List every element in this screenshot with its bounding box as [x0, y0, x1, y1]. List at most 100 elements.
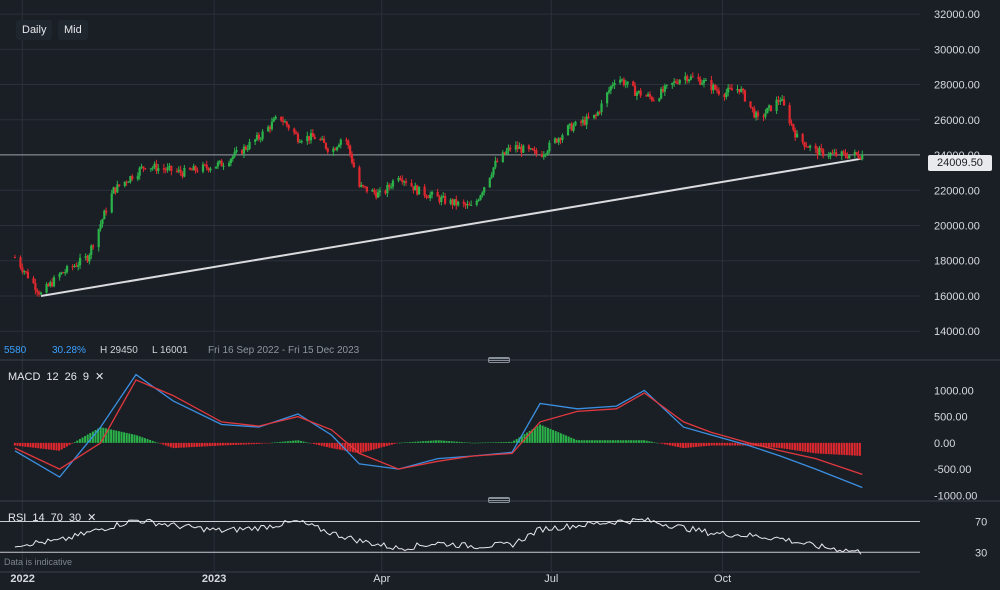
macd-histogram-bar [645, 440, 648, 443]
candle-up [78, 257, 82, 266]
macd-histogram-bar [429, 440, 432, 443]
close-icon[interactable]: ✕ [87, 512, 97, 524]
macd-histogram-bar [442, 440, 445, 443]
macd-histogram-bar [601, 440, 604, 443]
macd-histogram-bar [19, 442, 22, 447]
candle-up [360, 185, 363, 187]
candle-up [501, 152, 504, 162]
candle-down [730, 88, 734, 91]
candle-down [170, 165, 173, 172]
candle-down [51, 282, 54, 287]
candle-down [280, 116, 283, 121]
macd-histogram-bar [89, 433, 92, 443]
candle-down [639, 90, 642, 96]
interval-button[interactable]: Daily [16, 20, 53, 40]
candle-down [462, 201, 465, 204]
candle-up [673, 81, 676, 83]
macd-histogram-bar [398, 442, 401, 444]
macd-histogram-bar [419, 441, 422, 443]
macd-histogram-bar [632, 440, 635, 443]
rsi-label[interactable]: RSI 14 70 30 ✕ [8, 511, 102, 524]
candle-up [470, 204, 473, 206]
macd-histogram-bar [858, 442, 861, 456]
macd-histogram-bar [219, 442, 222, 446]
macd-histogram-bar [687, 442, 690, 448]
macd-histogram-bar [250, 442, 253, 445]
candle-up [386, 184, 389, 194]
macd-histogram-bar [510, 441, 513, 443]
candle-down [75, 265, 78, 267]
price-type-button[interactable]: Mid [58, 20, 88, 40]
macd-histogram-bar [494, 442, 497, 443]
price-axis-tick: 22000.00 [934, 185, 980, 197]
candle-up [378, 190, 382, 193]
candle-up [84, 256, 87, 258]
macd-histogram-bar [169, 442, 172, 448]
macd-histogram-bar [533, 427, 536, 443]
macd-histogram-bar [536, 426, 539, 443]
macd-histogram-bar [318, 442, 321, 446]
candle-down [308, 135, 311, 141]
trendline-layer [40, 157, 863, 297]
pane-resize-handle-1[interactable] [488, 357, 510, 363]
macd-histogram-bar [710, 442, 713, 446]
candle-down [268, 126, 272, 130]
candle-down [365, 186, 368, 192]
candle-down [188, 167, 192, 170]
candle-down [676, 82, 679, 84]
macd-histogram-bar [159, 442, 162, 444]
candle-up [272, 118, 275, 122]
rsi-param-period: 14 [32, 512, 45, 524]
macd-histogram-bar [110, 429, 113, 443]
candle-down [26, 271, 30, 279]
macd-histogram-bar [149, 439, 152, 443]
macd-histogram-bar [851, 442, 854, 456]
candle-down [801, 133, 804, 142]
macd-histogram-bar [281, 441, 284, 443]
macd-histogram-bar [232, 442, 235, 446]
macd-histogram-bar [123, 432, 126, 443]
macd-histogram-bar [55, 442, 58, 451]
candle-up [781, 99, 784, 101]
macd-histogram-bar [762, 442, 765, 447]
candle-up [430, 191, 434, 195]
pane-resize-handle-2[interactable] [488, 497, 510, 503]
macd-histogram-bar [289, 440, 292, 443]
macd-histogram-bar [788, 442, 791, 450]
candle-down [62, 272, 65, 274]
macd-histogram-bar [416, 441, 419, 443]
macd-histogram-bar [125, 432, 128, 443]
price-axis-tick: 14000.00 [934, 326, 980, 338]
macd-histogram-bar [812, 442, 815, 453]
macd-histogram-bar [466, 442, 469, 443]
macd-histogram-bar [656, 442, 659, 444]
candle-down [416, 185, 419, 195]
macd-label[interactable]: MACD 12 26 9 ✕ [8, 370, 110, 383]
macd-histogram-bar [689, 442, 692, 448]
candle-up [646, 94, 650, 96]
candle-up [429, 194, 432, 199]
macd-histogram-bar [154, 441, 157, 443]
price-axis-tick: 30000.00 [934, 44, 980, 56]
candle-down [728, 87, 732, 89]
candle-down [34, 283, 37, 291]
macd-histogram-bar [619, 440, 622, 443]
macd-histogram-bar [302, 441, 305, 443]
macd-histogram-bar [172, 442, 175, 449]
macd-histogram-bar [760, 442, 763, 447]
macd-histogram-bar [822, 442, 825, 454]
candle-up [561, 135, 564, 141]
macd-histogram-bar [476, 442, 479, 444]
close-icon[interactable]: ✕ [95, 371, 105, 383]
macd-histogram-bar [42, 442, 45, 449]
candles-layer [13, 72, 864, 297]
macd-histogram-bar [333, 442, 336, 449]
macd-histogram-bar [133, 434, 136, 443]
macd-histogram-bar [297, 440, 300, 443]
candle-down [92, 245, 95, 248]
macd-histogram-bar [843, 442, 846, 455]
macd-histogram-bar [541, 425, 544, 443]
candle-up [214, 166, 218, 169]
macd-histogram-bar [796, 442, 799, 451]
macd-histogram-bar [450, 441, 453, 443]
